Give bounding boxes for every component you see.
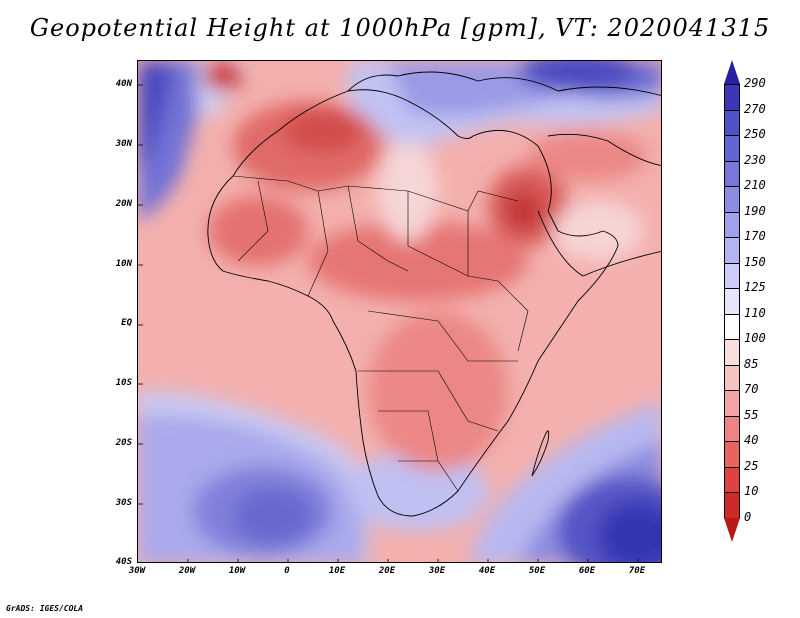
grid-ticks [138,84,639,562]
colorbar-level-label: 55 [744,407,759,422]
colorbar-cell [724,441,740,468]
lon-label-30w: 30W [128,566,146,576]
colorbar-level-label: 270 [744,101,766,116]
lon-label-30e: 30E [428,566,446,576]
colorbar-level-label: 125 [744,280,766,294]
lat-label-30s: 30S [115,498,132,508]
colorbar-level-label: 110 [744,305,766,320]
colorbar-level-label: 85 [744,356,759,371]
colorbar-cell [724,466,740,493]
colorbar-cell [724,313,740,340]
colorbar-level-label: 250 [744,127,766,141]
lat-label-20n: 20N [115,199,132,209]
lon-label-60e: 60E [578,566,596,576]
colorbar-cell [724,492,740,519]
colorbar-cell [724,364,740,391]
lon-label-0: 0 [284,566,290,576]
colorbar-level-label: 150 [744,254,766,269]
lat-label-40s: 40S [115,557,132,567]
colorbar-level-label: 170 [744,229,766,243]
colorbar-cell [724,339,740,366]
colorbar-level-label: 10 [744,484,759,498]
colorbar-cell [724,262,740,289]
colorbar-cell [724,415,740,442]
lat-label-10n: 10N [115,259,132,269]
map-title: Geopotential Height at 1000hPa [gpm], VT… [29,14,771,42]
lat-label-30n: 30N [115,139,132,149]
lon-label-20e: 20E [378,566,396,576]
colorbar-cell [724,390,740,417]
colorbar-cell [724,186,740,213]
colorbar-level-label: 190 [744,203,766,218]
lat-label-20s: 20S [115,438,132,448]
colorbar-level-label: 230 [744,152,766,167]
lon-label-20w: 20W [178,566,196,576]
country-borders [232,175,529,492]
colorbar-level-label: 100 [744,331,766,345]
colorbar-cell [724,84,740,111]
lat-label-eq: EQ [121,318,132,328]
colorbar-level-label: 70 [744,382,759,396]
lat-label-40n: 40N [115,79,132,89]
colorbar-bottom-arrow [724,517,740,542]
lon-label-10e: 10E [328,566,346,576]
colorbar-level-label: 0 [744,509,752,524]
colorbar-level-label: 40 [744,433,759,447]
colorbar-cell [724,160,740,187]
colorbar-level-label: 290 [744,76,766,90]
geopotential-field-map [138,61,661,562]
colorbar-cell [724,109,740,136]
coastlines [207,71,661,517]
colorbar-level-label: 25 [744,458,759,473]
lat-label-10s: 10S [115,378,132,388]
lon-label-10w: 10W [228,566,246,576]
lon-label-70e: 70E [628,566,646,576]
colorbar-top-arrow [724,60,740,84]
colorbar-cell [724,288,740,315]
lon-label-50e: 50E [528,566,546,576]
map-panel [137,60,662,563]
credit-text: GrADS: IGES/COLA [6,604,84,613]
lon-label-40e: 40E [478,566,496,576]
colorbar-cell [724,237,740,264]
colorbar-cell [724,135,740,162]
colorbar-level-label: 210 [744,178,766,192]
field-contours [138,61,661,562]
colorbar-cell [724,211,740,238]
